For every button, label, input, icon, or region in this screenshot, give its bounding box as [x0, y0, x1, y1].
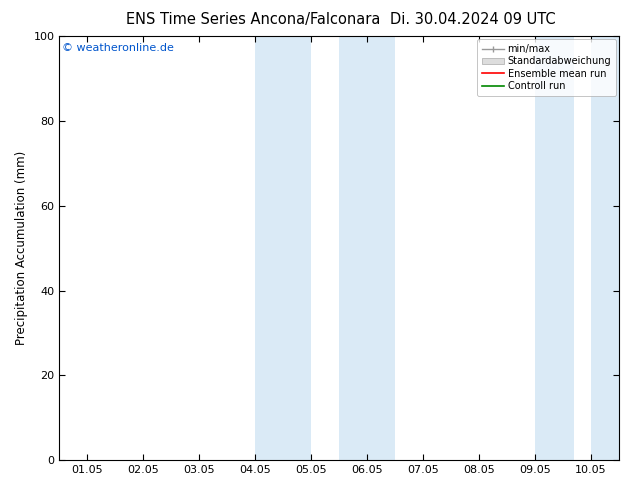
Bar	[591, 36, 630, 460]
Bar	[256, 36, 311, 460]
Text: ENS Time Series Ancona/Falconara: ENS Time Series Ancona/Falconara	[126, 12, 381, 27]
Legend: min/max, Standardabweichung, Ensemble mean run, Controll run: min/max, Standardabweichung, Ensemble me…	[477, 39, 616, 96]
Text: © weatheronline.de: © weatheronline.de	[62, 43, 174, 52]
Bar	[535, 36, 574, 460]
Text: Di. 30.04.2024 09 UTC: Di. 30.04.2024 09 UTC	[389, 12, 555, 27]
Bar	[339, 36, 395, 460]
Y-axis label: Precipitation Accumulation (mm): Precipitation Accumulation (mm)	[15, 151, 28, 345]
